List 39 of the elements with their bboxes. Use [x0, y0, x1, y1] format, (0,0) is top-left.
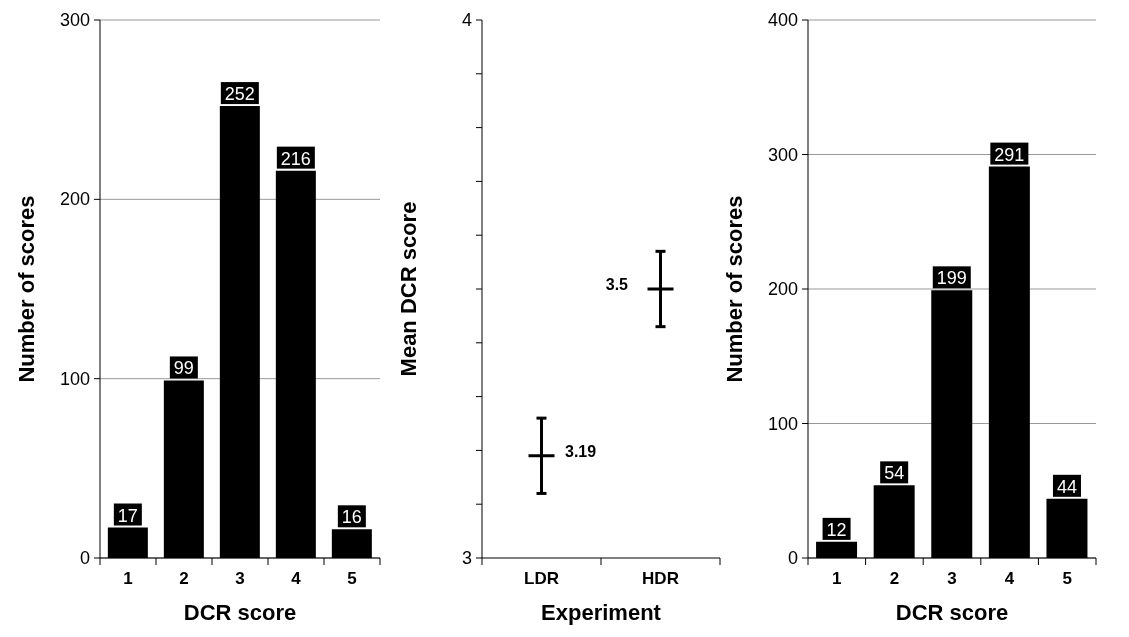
x-tick-label: 4 — [291, 569, 302, 588]
y-tick-label: 0 — [79, 548, 90, 568]
data-label: 216 — [280, 148, 311, 169]
y-axis-title: Mean DCR score — [396, 200, 422, 379]
x-axis-title: Experiment — [540, 600, 662, 626]
data-label: 3.5 — [605, 276, 629, 294]
x-tick-label: 1 — [832, 569, 842, 588]
y-tick-label: 400 — [767, 10, 798, 30]
data-label: 12 — [826, 519, 847, 540]
data-label: 252 — [224, 84, 255, 105]
x-tick-label: LDR — [524, 569, 559, 588]
x-tick-label: 5 — [347, 569, 357, 588]
y-tick-label: 200 — [59, 189, 90, 210]
x-axis-title: DCR score — [182, 600, 298, 626]
x-axis-title: DCR score — [894, 600, 1010, 626]
y-tick-label: 300 — [767, 144, 798, 165]
data-label: 3.19 — [564, 443, 597, 461]
data-label: 44 — [1056, 476, 1077, 497]
y-tick-label: 100 — [59, 368, 90, 389]
x-tick-label: HDR — [642, 569, 679, 588]
x-tick-label: 2 — [889, 569, 900, 588]
x-tick-label: 4 — [1004, 569, 1015, 588]
y-tick-label: 0 — [787, 548, 798, 568]
x-tick-label: 3 — [235, 569, 245, 588]
data-label: 16 — [341, 507, 362, 528]
x-tick-label: 2 — [179, 569, 189, 588]
x-tick-label: 3 — [947, 569, 957, 588]
data-label: 17 — [117, 505, 138, 526]
data-label: 54 — [884, 463, 905, 484]
y-axis-title: Number of scores — [722, 194, 748, 385]
y-tick-label: 300 — [59, 10, 90, 30]
y-axis-title: Number of scores — [14, 194, 40, 385]
data-label: 199 — [936, 268, 967, 289]
y-tick-label: 200 — [767, 279, 798, 299]
data-label: 291 — [994, 144, 1025, 165]
x-tick-label: 5 — [1062, 569, 1072, 588]
y-tick-label: 100 — [767, 413, 798, 434]
data-label: 99 — [173, 358, 194, 379]
x-tick-label: 1 — [123, 569, 133, 588]
